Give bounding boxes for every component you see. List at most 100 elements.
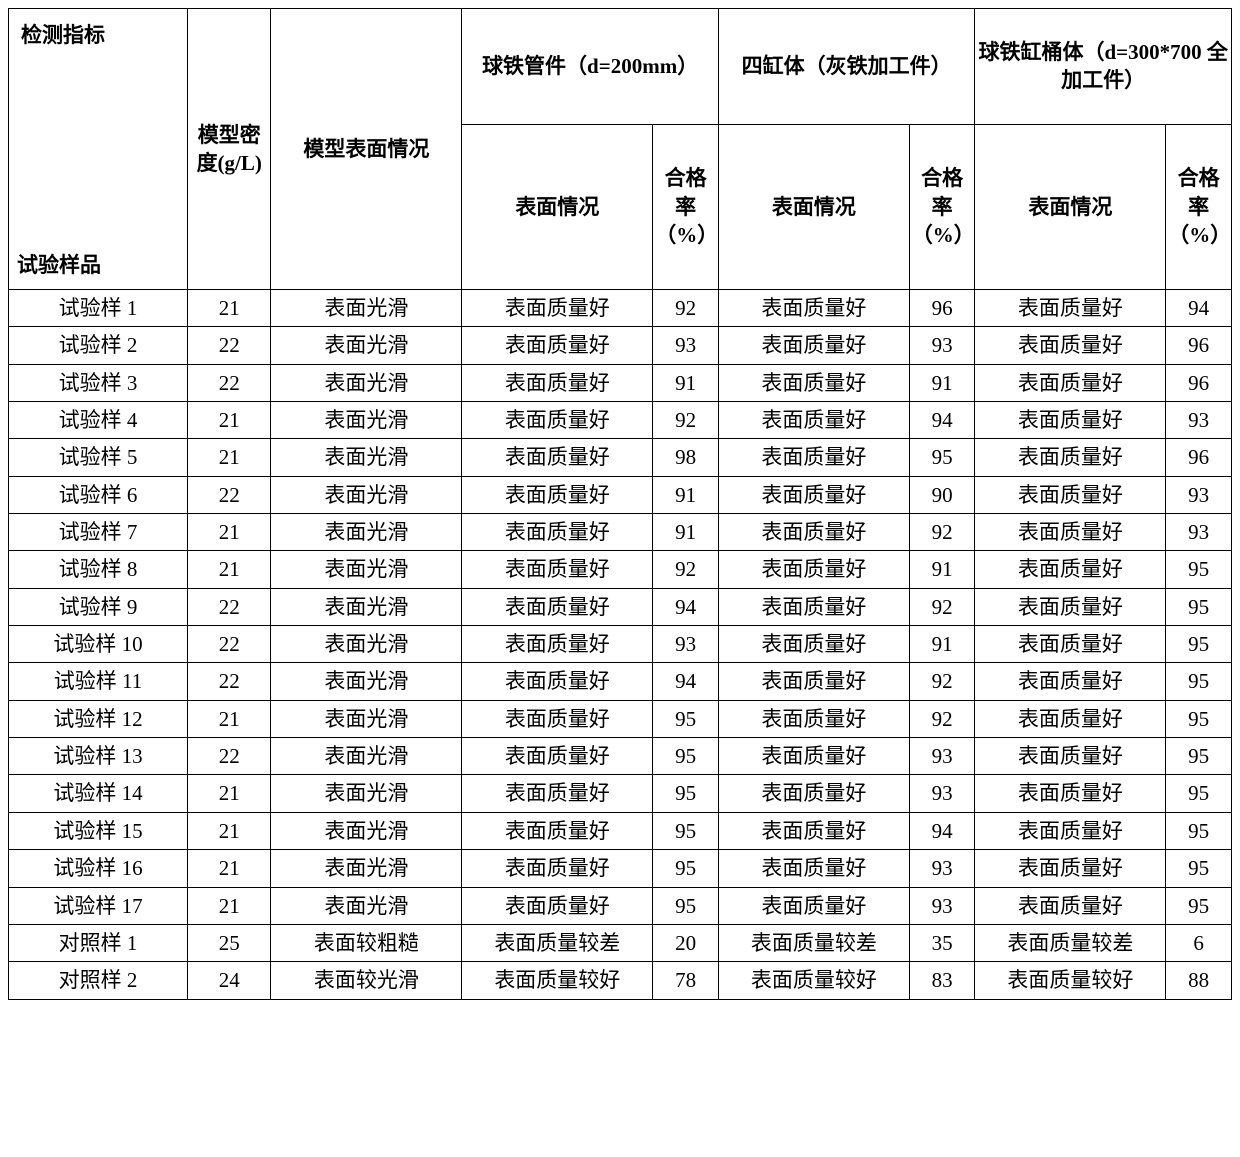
- g1-surface-value: 表面质量好: [462, 290, 653, 327]
- sample-name: 试验样 9: [9, 588, 188, 625]
- table-row: 试验样 721表面光滑表面质量好91表面质量好92表面质量好93: [9, 514, 1232, 551]
- g2-rate-value: 93: [909, 738, 975, 775]
- g2-surface-value: 表面质量好: [718, 775, 909, 812]
- g1-rate-value: 92: [653, 551, 719, 588]
- model-surface-value: 表面较粗糙: [271, 924, 462, 961]
- g2-rate-value: 94: [909, 402, 975, 439]
- table-row: 试验样 1421表面光滑表面质量好95表面质量好93表面质量好95: [9, 775, 1232, 812]
- g3-surface-value: 表面质量好: [975, 551, 1166, 588]
- g3-surface-value: 表面质量好: [975, 812, 1166, 849]
- g1-rate-value: 93: [653, 327, 719, 364]
- sample-name: 试验样 16: [9, 850, 188, 887]
- g2-rate-value: 93: [909, 775, 975, 812]
- g2-surface-value: 表面质量好: [718, 812, 909, 849]
- sample-name: 试验样 8: [9, 551, 188, 588]
- model-surface-value: 表面较光滑: [271, 962, 462, 999]
- g3-surface-value: 表面质量好: [975, 626, 1166, 663]
- g1-rate-value: 95: [653, 887, 719, 924]
- g3-surface-value: 表面质量好: [975, 514, 1166, 551]
- g3-surface-value: 表面质量好: [975, 850, 1166, 887]
- g3-rate-value: 95: [1166, 626, 1232, 663]
- density-value: 22: [187, 626, 271, 663]
- g2-surface-value: 表面质量好: [718, 663, 909, 700]
- density-value: 21: [187, 514, 271, 551]
- table-row: 试验样 1621表面光滑表面质量好95表面质量好93表面质量好95: [9, 850, 1232, 887]
- model-surface-value: 表面光滑: [271, 364, 462, 401]
- model-surface-value: 表面光滑: [271, 514, 462, 551]
- g2-rate-value: 93: [909, 887, 975, 924]
- g1-rate-value: 20: [653, 924, 719, 961]
- g3-rate-value: 95: [1166, 738, 1232, 775]
- g2-surface-value: 表面质量好: [718, 402, 909, 439]
- table-row: 试验样 121表面光滑表面质量好92表面质量好96表面质量好94: [9, 290, 1232, 327]
- table-row: 试验样 222表面光滑表面质量好93表面质量好93表面质量好96: [9, 327, 1232, 364]
- density-value: 21: [187, 551, 271, 588]
- density-value: 22: [187, 327, 271, 364]
- g3-surface-value: 表面质量较差: [975, 924, 1166, 961]
- header-group2: 四缸体（灰铁加工件）: [718, 9, 975, 125]
- g2-rate-value: 92: [909, 588, 975, 625]
- model-surface-value: 表面光滑: [271, 887, 462, 924]
- model-surface-value: 表面光滑: [271, 327, 462, 364]
- g2-rate-value: 92: [909, 514, 975, 551]
- g2-rate-value: 83: [909, 962, 975, 999]
- sample-name: 对照样 1: [9, 924, 188, 961]
- g1-rate-value: 95: [653, 738, 719, 775]
- table-row: 试验样 622表面光滑表面质量好91表面质量好90表面质量好93: [9, 476, 1232, 513]
- table-row: 对照样 125表面较粗糙表面质量较差20表面质量较差35表面质量较差6: [9, 924, 1232, 961]
- density-value: 21: [187, 402, 271, 439]
- g3-surface-value: 表面质量好: [975, 775, 1166, 812]
- density-value: 24: [187, 962, 271, 999]
- density-value: 21: [187, 775, 271, 812]
- header-g1-surface: 表面情况: [462, 124, 653, 289]
- g3-rate-value: 95: [1166, 850, 1232, 887]
- g3-rate-value: 93: [1166, 402, 1232, 439]
- corner-top-label: 检测指标: [21, 21, 105, 49]
- model-surface-value: 表面光滑: [271, 588, 462, 625]
- g2-rate-value: 90: [909, 476, 975, 513]
- g3-rate-value: 95: [1166, 588, 1232, 625]
- g2-surface-value: 表面质量好: [718, 700, 909, 737]
- g1-surface-value: 表面质量好: [462, 626, 653, 663]
- g2-surface-value: 表面质量好: [718, 476, 909, 513]
- density-value: 21: [187, 439, 271, 476]
- g1-surface-value: 表面质量好: [462, 476, 653, 513]
- g2-rate-value: 95: [909, 439, 975, 476]
- sample-name: 对照样 2: [9, 962, 188, 999]
- sample-name: 试验样 5: [9, 439, 188, 476]
- g2-surface-value: 表面质量好: [718, 626, 909, 663]
- model-surface-value: 表面光滑: [271, 290, 462, 327]
- g3-surface-value: 表面质量好: [975, 290, 1166, 327]
- g3-rate-value: 95: [1166, 775, 1232, 812]
- header-group3: 球铁缸桶体（d=300*700 全加工件）: [975, 9, 1232, 125]
- g2-surface-value: 表面质量好: [718, 738, 909, 775]
- g1-surface-value: 表面质量较差: [462, 924, 653, 961]
- sample-name: 试验样 3: [9, 364, 188, 401]
- header-model-surface: 模型表面情况: [271, 9, 462, 290]
- density-value: 21: [187, 887, 271, 924]
- g1-surface-value: 表面质量好: [462, 700, 653, 737]
- density-value: 22: [187, 588, 271, 625]
- g3-rate-value: 95: [1166, 663, 1232, 700]
- g2-surface-value: 表面质量好: [718, 887, 909, 924]
- model-surface-value: 表面光滑: [271, 439, 462, 476]
- table-row: 试验样 1221表面光滑表面质量好95表面质量好92表面质量好95: [9, 700, 1232, 737]
- header-density: 模型密度(g/L): [187, 9, 271, 290]
- density-value: 21: [187, 850, 271, 887]
- header-g3-surface: 表面情况: [975, 124, 1166, 289]
- g1-rate-value: 94: [653, 663, 719, 700]
- results-table: 检测指标 试验样品 模型密度(g/L) 模型表面情况 球铁管件（d=200mm）…: [8, 8, 1232, 1000]
- g3-rate-value: 6: [1166, 924, 1232, 961]
- sample-name: 试验样 4: [9, 402, 188, 439]
- model-surface-value: 表面光滑: [271, 402, 462, 439]
- sample-name: 试验样 14: [9, 775, 188, 812]
- g2-surface-value: 表面质量好: [718, 551, 909, 588]
- table-row: 试验样 1022表面光滑表面质量好93表面质量好91表面质量好95: [9, 626, 1232, 663]
- g1-rate-value: 95: [653, 700, 719, 737]
- g3-rate-value: 93: [1166, 476, 1232, 513]
- g1-surface-value: 表面质量好: [462, 364, 653, 401]
- table-body: 试验样 121表面光滑表面质量好92表面质量好96表面质量好94试验样 222表…: [9, 290, 1232, 1000]
- g3-surface-value: 表面质量好: [975, 663, 1166, 700]
- g2-surface-value: 表面质量好: [718, 588, 909, 625]
- header-g2-rate: 合格率（%）: [909, 124, 975, 289]
